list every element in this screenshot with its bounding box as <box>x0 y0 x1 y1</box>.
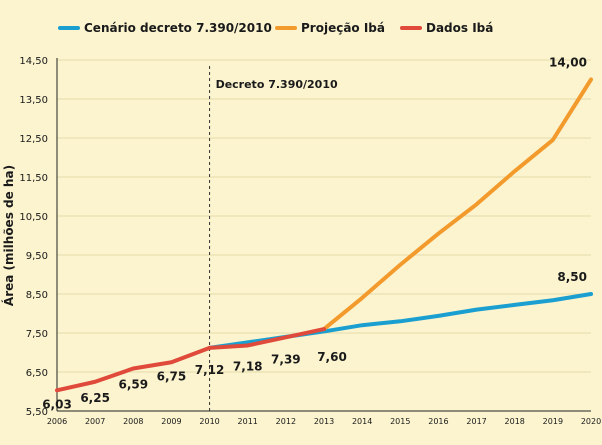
series-line <box>322 77 593 332</box>
y-tick-label: 10,50 <box>19 212 48 223</box>
legend-label: Cenário decreto 7.390/2010 <box>84 21 272 35</box>
x-tick-label: 2010 <box>199 417 219 426</box>
data-label: 6,75 <box>157 369 187 383</box>
data-label: 7,18 <box>233 359 263 373</box>
series-lines <box>55 77 593 393</box>
data-label: 7,60 <box>317 350 347 364</box>
y-tick-label: 5,50 <box>26 407 48 418</box>
data-labels: 6,03 6,25 6,59 6,75 7,12 7,18 7,39 7,60 14,00 8,5… <box>42 56 587 412</box>
legend-label: Dados Ibá <box>426 21 493 35</box>
x-tick-label: 2015 <box>390 417 410 426</box>
x-tick-label: 2017 <box>466 417 486 426</box>
y-tick-label: 11,50 <box>19 173 48 184</box>
legend: Cenário decreto 7.390/2010 Projeção Ibá Da… <box>58 21 493 35</box>
data-label: 6,25 <box>80 391 110 405</box>
y-tick-label: 9,50 <box>26 251 48 262</box>
y-tick-label: 7,50 <box>26 329 48 340</box>
y-tick-label: 6,50 <box>26 368 48 379</box>
x-tick-label: 2011 <box>238 417 258 426</box>
y-axis-label: Área (milhões de ha) <box>1 165 16 306</box>
y-tick-label: 14,50 <box>19 56 48 67</box>
x-tick-labels: 2006 2007 2008 2009 2010 2011 2012 2013 2014 2015… <box>47 417 601 426</box>
y-tick-label: 8,50 <box>26 290 48 301</box>
y-tick-label: 12,50 <box>19 134 48 145</box>
x-tick-label: 2014 <box>352 417 372 426</box>
x-tick-label: 2016 <box>428 417 448 426</box>
x-tick-label: 2006 <box>47 417 67 426</box>
y-tick-label: 13,50 <box>19 95 48 106</box>
x-tick-label: 2019 <box>543 417 563 426</box>
y-tick-labels: 5,50 6,50 7,50 8,50 9,50 10,50 11,50 12,50 13,50… <box>19 56 48 418</box>
decree-annotation: Decreto 7.390/2010 <box>216 78 338 91</box>
data-label: 7,12 <box>195 363 225 377</box>
data-label: 6,03 <box>42 397 72 411</box>
data-label: 14,00 <box>549 56 587 70</box>
series-line <box>55 327 326 393</box>
x-tick-label: 2012 <box>276 417 296 426</box>
legend-label: Projeção Ibá <box>301 21 385 35</box>
x-tick-label: 2009 <box>161 417 181 426</box>
x-tick-label: 2013 <box>314 417 334 426</box>
x-tick-label: 2018 <box>505 417 525 426</box>
data-label: 8,50 <box>557 270 587 284</box>
x-tick-label: 2007 <box>85 417 105 426</box>
x-tick-label: 2008 <box>123 417 143 426</box>
x-tick-label: 2020 <box>581 417 601 426</box>
data-label: 6,59 <box>118 377 148 391</box>
data-label: 7,39 <box>271 352 301 366</box>
axes <box>56 58 591 412</box>
